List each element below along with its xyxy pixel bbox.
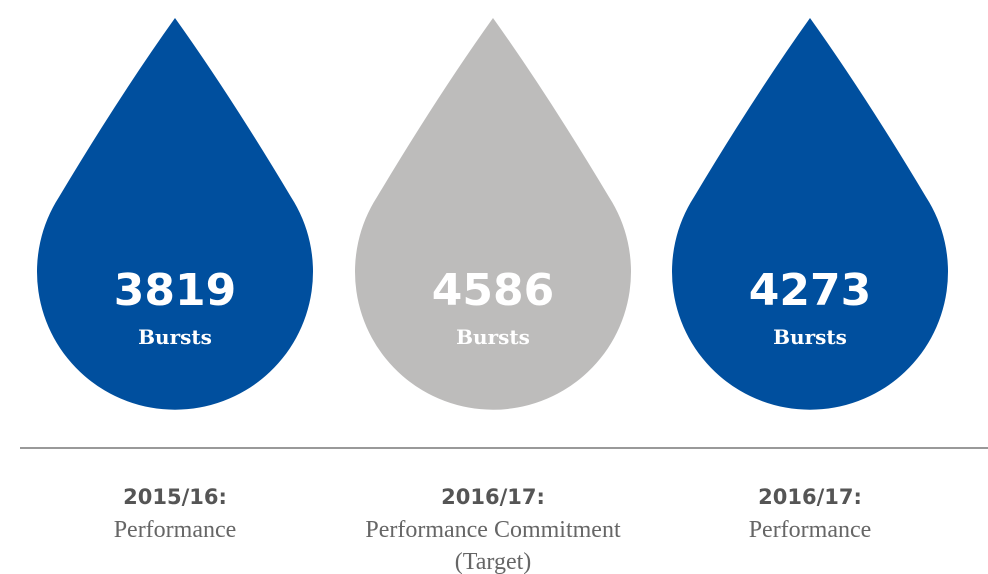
drop [354,18,631,410]
drop [671,18,948,410]
drop-value: 4586 [432,265,554,316]
period-label: Performance [749,517,872,543]
drop-unit: Bursts [138,325,212,349]
period-label: Performance Commitment [365,517,621,543]
drop-value: 4273 [749,265,871,316]
drop-value: 3819 [114,265,236,316]
period: 2015/16: [123,485,227,509]
period: 2016/17: [758,485,862,509]
drop [37,18,313,410]
period-label: (Target) [455,549,532,574]
drop-unit: Bursts [456,325,530,349]
period-label: Performance [114,517,237,543]
drop-unit: Bursts [773,325,847,349]
period: 2016/17: [441,485,545,509]
